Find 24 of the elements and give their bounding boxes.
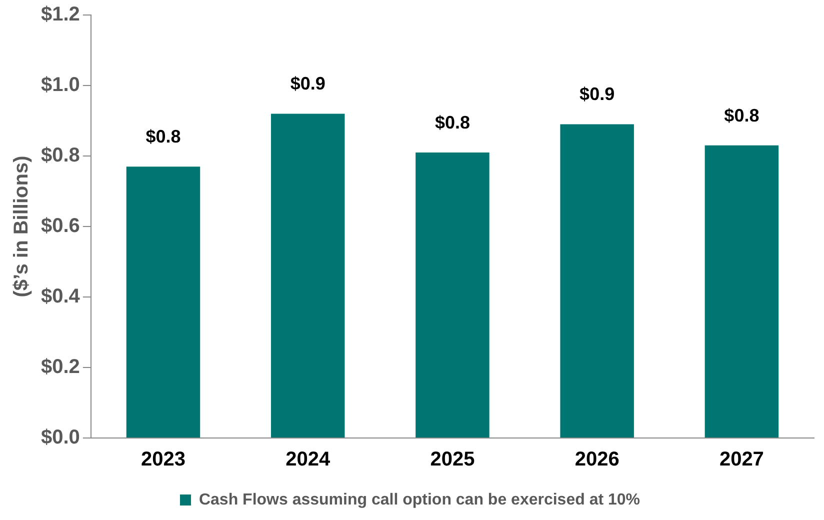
y-tick-label: $0.0 xyxy=(40,426,80,449)
y-tick-label: $1.2 xyxy=(40,4,80,26)
bar xyxy=(560,124,634,438)
bar xyxy=(126,166,200,438)
y-tick-label: $1.0 xyxy=(40,74,80,96)
y-tick-label: $0.8 xyxy=(40,144,80,167)
legend-label: Cash Flows assuming call option can be exercised at 10% xyxy=(198,491,640,508)
x-tick-label: 2025 xyxy=(430,448,475,471)
bar xyxy=(704,145,779,438)
x-tick-label: 2026 xyxy=(574,448,620,471)
data-label: $0.8 xyxy=(146,126,181,147)
x-tick-label: 2024 xyxy=(286,448,331,471)
data-label: $0.8 xyxy=(724,105,760,126)
data-label: $0.8 xyxy=(434,112,470,132)
y-tick-label: $0.4 xyxy=(40,286,81,308)
data-label: $0.9 xyxy=(290,74,326,94)
bar xyxy=(416,152,490,438)
data-label: $0.9 xyxy=(580,84,615,104)
y-axis-title: ($’s in Billions) xyxy=(10,156,33,298)
y-tick-label: $0.2 xyxy=(40,356,80,378)
y-tick-label: $0.6 xyxy=(40,215,80,238)
bar xyxy=(270,114,345,438)
x-tick-label: 2023 xyxy=(140,448,186,471)
x-tick-label: 2027 xyxy=(719,448,764,471)
